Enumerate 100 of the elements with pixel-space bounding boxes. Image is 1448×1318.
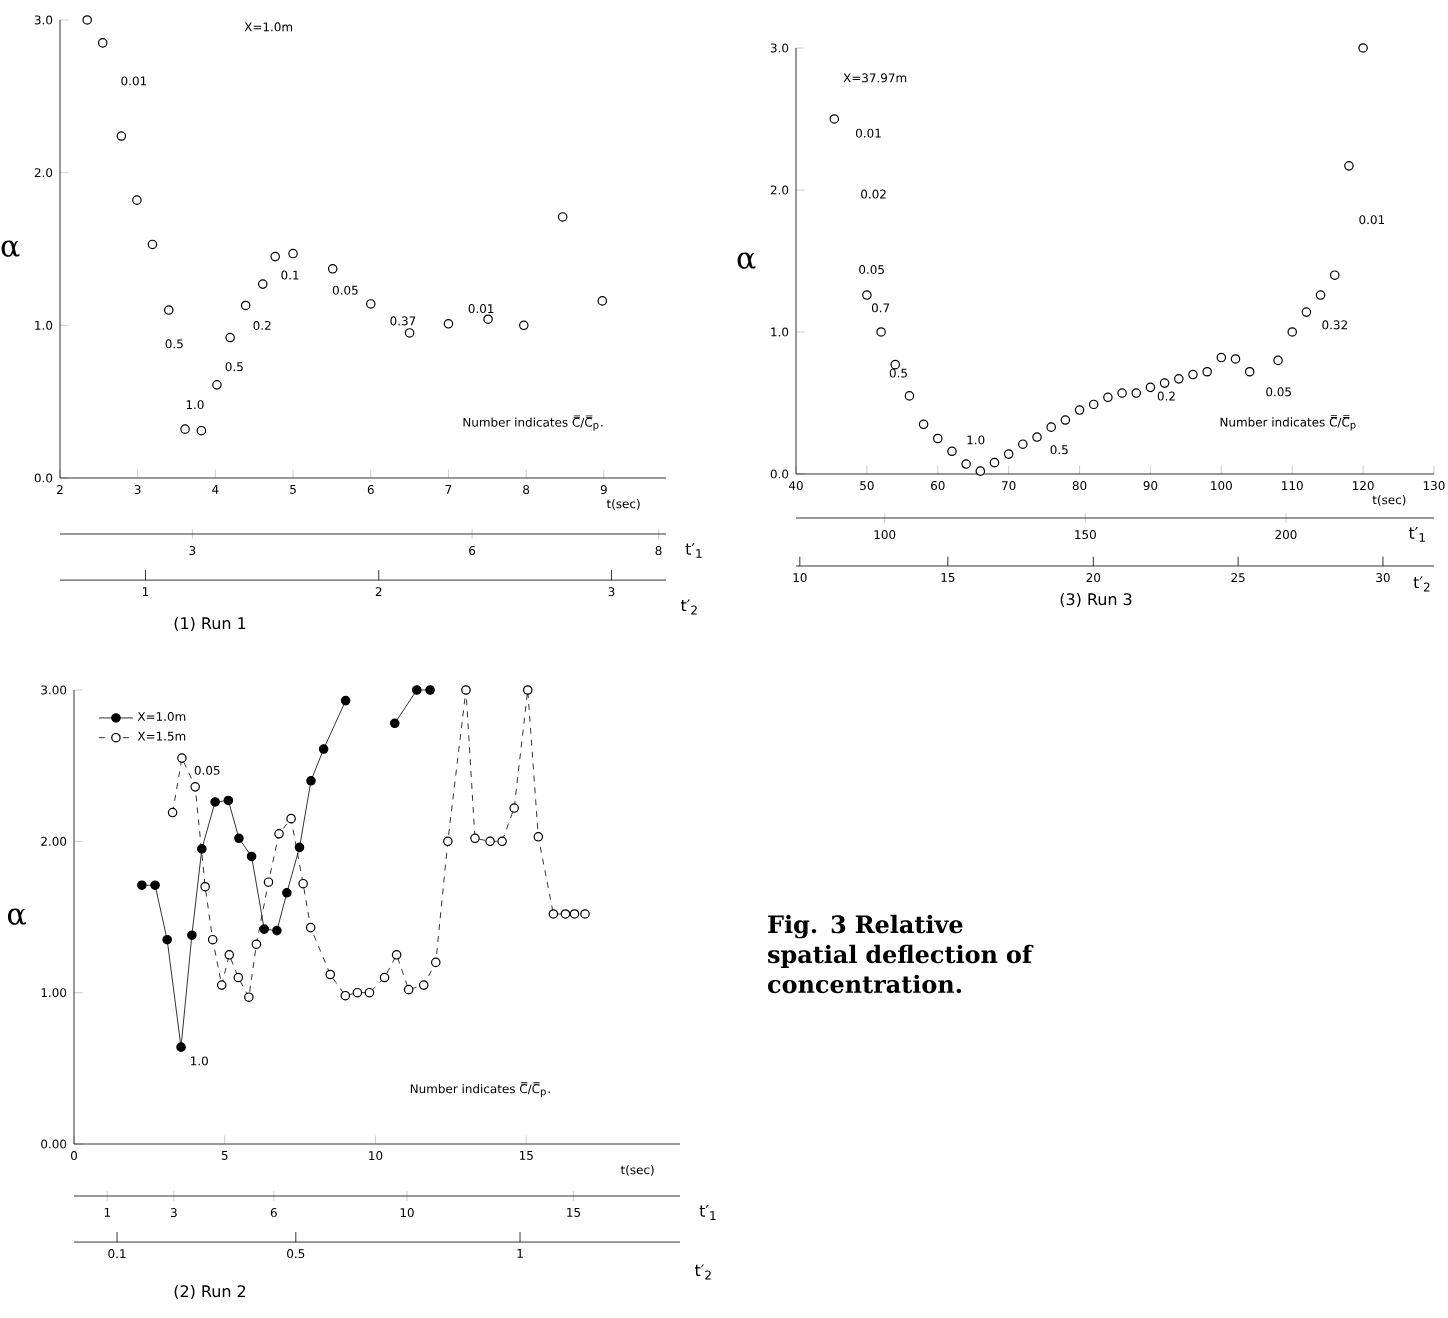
point: [443, 319, 454, 329]
point: [1174, 374, 1184, 384]
point: [533, 832, 544, 842]
point: [223, 795, 234, 806]
point: [1018, 439, 1028, 449]
point: [187, 930, 197, 940]
point: [443, 836, 453, 847]
point: [1188, 369, 1198, 380]
point: [137, 880, 147, 891]
point: [132, 195, 142, 205]
point: [325, 969, 336, 980]
point: [234, 833, 244, 844]
point: [162, 934, 172, 945]
point: [305, 922, 316, 933]
point: [282, 888, 292, 898]
point: [225, 332, 235, 343]
point: [306, 776, 316, 786]
point: [1103, 392, 1113, 403]
point: [1301, 307, 1312, 317]
point: [116, 131, 127, 141]
point: [163, 305, 174, 315]
point: [1003, 449, 1014, 459]
point: [274, 828, 284, 839]
point: [597, 296, 608, 306]
point: [961, 459, 971, 469]
point: [176, 1042, 186, 1052]
point: [197, 844, 207, 854]
point: [364, 987, 375, 998]
y-axis-title: α: [7, 908, 26, 925]
point: [180, 424, 190, 434]
point: [975, 466, 986, 476]
point: [1202, 366, 1212, 377]
point: [246, 851, 257, 862]
point: [1315, 290, 1326, 300]
point: [150, 880, 160, 891]
point: [425, 685, 435, 695]
point: [1131, 388, 1142, 398]
point: [288, 248, 298, 259]
point: [1046, 422, 1056, 432]
point: [1244, 366, 1255, 377]
point: [196, 425, 207, 436]
point: [97, 38, 108, 48]
point: [257, 279, 268, 289]
point: [412, 685, 422, 695]
point: [569, 909, 580, 919]
point: [263, 877, 274, 887]
point: [418, 980, 429, 990]
point: [932, 433, 943, 444]
point: [431, 957, 441, 968]
point: [1117, 388, 1127, 398]
point: [1358, 43, 1368, 53]
point: [560, 909, 571, 919]
point: [240, 300, 251, 311]
point: [270, 251, 280, 262]
point: [200, 881, 210, 892]
point: [519, 320, 529, 331]
point: [1329, 270, 1340, 280]
point: [522, 685, 533, 695]
point: [404, 328, 415, 338]
point: [904, 391, 915, 401]
y-axis-title: α: [737, 252, 756, 269]
point: [391, 950, 402, 960]
point: [244, 992, 254, 1002]
point: [1287, 327, 1297, 337]
point: [294, 842, 305, 853]
point: [352, 987, 363, 998]
point: [1273, 355, 1283, 366]
point: [224, 950, 235, 960]
point: [557, 212, 568, 222]
point: [216, 980, 227, 990]
point: [483, 314, 493, 324]
point: [1230, 354, 1241, 364]
point: [403, 984, 414, 995]
text: Fig. 3 Relative spatial deflection of concentration.: [768, 914, 1034, 994]
point: [147, 239, 158, 250]
point: [1216, 352, 1227, 363]
point: [318, 744, 329, 754]
point: [177, 753, 187, 763]
point: [272, 925, 282, 936]
point: [1159, 378, 1170, 388]
point: [212, 380, 222, 390]
point: [470, 833, 480, 844]
point: [509, 803, 519, 813]
point: [207, 934, 218, 945]
point: [327, 264, 338, 274]
point: [548, 909, 559, 919]
point: [365, 299, 376, 309]
point: [251, 939, 262, 950]
point: [947, 446, 957, 457]
point: [580, 909, 590, 919]
point: [340, 695, 351, 706]
point: [340, 990, 351, 1001]
point: [829, 114, 840, 124]
point: [1344, 161, 1354, 171]
point: [876, 327, 886, 337]
point: [497, 836, 507, 847]
point: [390, 718, 400, 729]
point: [485, 836, 495, 847]
point: [259, 924, 270, 934]
point: [286, 813, 296, 824]
